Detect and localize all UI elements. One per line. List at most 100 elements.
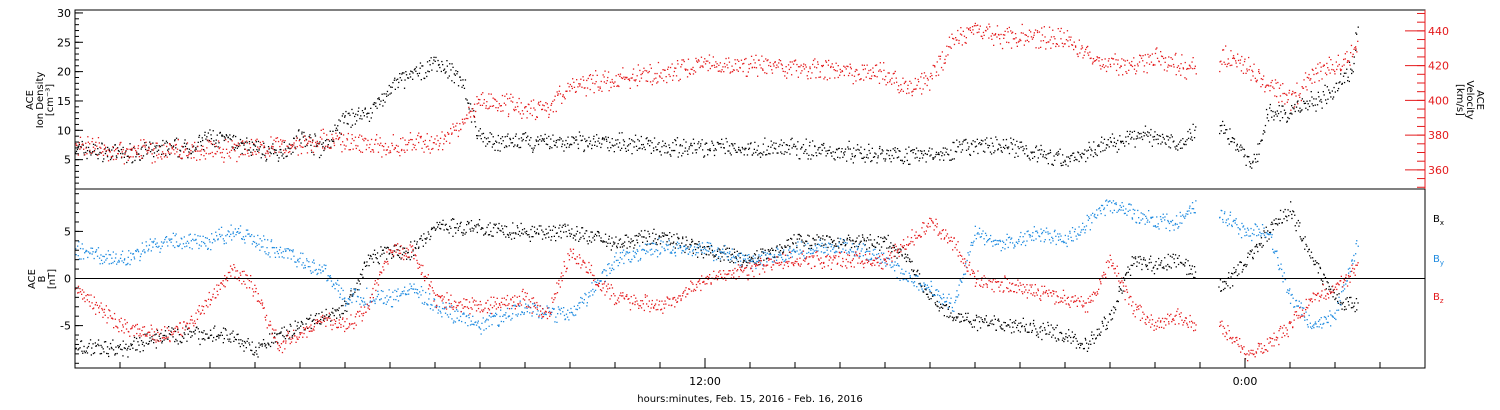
velocity-series-point — [816, 67, 818, 69]
bx-series-point — [463, 229, 465, 231]
density-series-point — [395, 79, 397, 81]
velocity-series-point — [843, 74, 845, 77]
density-series-point — [145, 148, 147, 151]
density-series-point — [269, 151, 271, 153]
density-series-point — [1227, 138, 1229, 140]
velocity-series-point — [746, 75, 748, 77]
density-series-point — [379, 103, 381, 106]
velocity-series-point — [1219, 70, 1221, 73]
density-series-point — [1159, 135, 1162, 137]
velocity-series-point — [1310, 78, 1312, 80]
velocity-series-point — [589, 74, 592, 76]
velocity-series-point — [270, 136, 272, 138]
velocity-series-point — [1136, 63, 1139, 65]
velocity-series-point — [1323, 64, 1325, 67]
density-series-point — [1288, 117, 1290, 120]
density-series-point — [649, 145, 651, 147]
bx-series-point — [172, 336, 174, 338]
density-series-point — [183, 142, 186, 144]
velocity-series-point — [645, 80, 647, 82]
velocity-series-point — [1265, 85, 1267, 87]
by-series-point — [96, 255, 99, 257]
bx-series-point — [974, 319, 976, 321]
velocity-series-point — [1236, 66, 1238, 68]
bx-series-point — [586, 230, 588, 232]
density-series-point — [558, 139, 561, 141]
bx-series-point — [416, 243, 418, 245]
bx-series-point — [251, 349, 253, 352]
velocity-series-point — [934, 66, 936, 68]
bx-series-point — [206, 333, 208, 335]
density-series-point — [430, 57, 432, 59]
velocity-series-point — [696, 60, 698, 62]
by-series-point — [152, 241, 154, 244]
velocity-series-point — [253, 142, 255, 145]
bx-series-point — [980, 317, 982, 319]
density-series-point — [1103, 138, 1106, 140]
bx-series-point — [118, 347, 120, 349]
bx-series-point — [886, 247, 888, 249]
velocity-series-point — [377, 143, 379, 145]
density-series-point — [734, 143, 736, 145]
bx-series-point — [909, 261, 912, 263]
bx-series-point — [966, 319, 968, 321]
density-series-point — [1114, 145, 1117, 148]
density-series-point — [453, 82, 455, 84]
density-series-point — [561, 145, 563, 148]
by-series-point — [198, 244, 201, 246]
density-series-point — [1077, 152, 1080, 154]
bx-series-point — [510, 238, 513, 240]
density-series-point — [1339, 81, 1341, 83]
bx-series-point — [1347, 301, 1349, 303]
bx-series-point — [636, 239, 638, 241]
density-series-point — [364, 108, 366, 110]
density-series-point — [592, 138, 595, 140]
density-series-point — [540, 135, 542, 137]
velocity-series-point — [772, 63, 775, 65]
density-series-point — [825, 150, 827, 152]
density-series-point — [1067, 165, 1069, 167]
by-series-point — [297, 260, 299, 262]
velocity-series-point — [854, 70, 856, 73]
velocity-series-point — [1343, 64, 1345, 66]
density-series-point — [290, 153, 292, 155]
velocity-series-point — [952, 37, 954, 40]
by-series-point — [216, 235, 218, 237]
velocity-series-point — [420, 135, 422, 138]
velocity-series-point — [932, 64, 934, 67]
bx-series-point — [1306, 245, 1308, 247]
density-series-point — [267, 146, 270, 148]
bx-series-point — [1194, 271, 1197, 273]
density-series-point — [1245, 164, 1247, 166]
density-series-point — [347, 112, 349, 115]
velocity-series-point — [775, 67, 777, 69]
velocity-series-point — [1286, 101, 1288, 103]
bx-series-point — [960, 320, 962, 323]
bx-series-point — [1252, 256, 1254, 259]
density-series-point — [1337, 87, 1340, 90]
density-series-point — [1185, 143, 1187, 146]
bx-series-point — [895, 249, 897, 251]
velocity-series-point — [1016, 45, 1018, 47]
velocity-series-point — [281, 141, 283, 143]
by-series-point — [78, 241, 80, 243]
density-series-point — [746, 154, 749, 156]
bx-series-point — [138, 344, 140, 346]
velocity-series-point — [399, 155, 401, 157]
velocity-series-point — [1010, 30, 1012, 32]
density-series-point — [1291, 105, 1293, 107]
velocity-series-point — [1175, 74, 1177, 76]
bx-series-point — [135, 337, 138, 340]
by-series-point — [261, 240, 263, 242]
velocity-series-point — [1155, 48, 1157, 50]
density-series-point — [286, 155, 288, 157]
velocity-series-point — [1104, 58, 1106, 60]
density-series-point — [175, 137, 178, 139]
velocity-series-point — [1163, 57, 1165, 60]
bx-series-point — [209, 334, 212, 337]
bx-series-point — [1134, 256, 1137, 258]
density-series-point — [239, 138, 242, 141]
bx-series-point — [782, 252, 784, 254]
density-series-point — [553, 140, 555, 142]
bx-series-point — [1350, 296, 1352, 299]
